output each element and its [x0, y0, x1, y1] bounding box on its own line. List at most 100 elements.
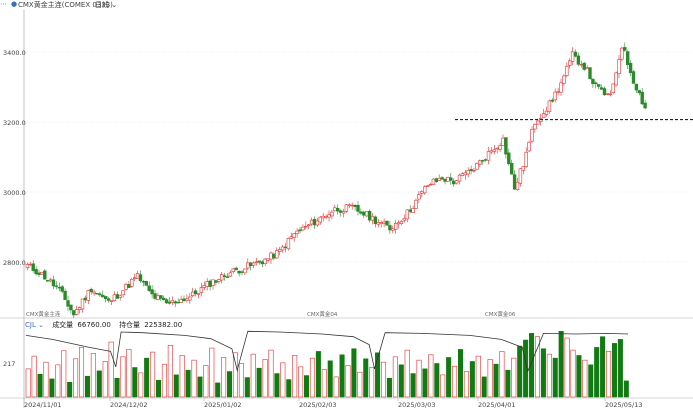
volume-bar	[422, 368, 428, 398]
candle-body	[582, 62, 586, 70]
candle-body	[509, 162, 514, 175]
grid	[0, 10, 693, 408]
candle-body	[135, 272, 140, 279]
candle-body	[83, 297, 88, 301]
volume-bar	[292, 355, 298, 398]
candle-body	[344, 204, 349, 212]
candle-body	[411, 207, 415, 213]
candle-body	[127, 284, 131, 288]
candle-body	[133, 277, 137, 280]
candle-body	[121, 290, 125, 296]
volume-bar	[173, 374, 179, 398]
candle-body	[40, 271, 44, 275]
candle-body	[567, 60, 572, 66]
candle-body	[460, 173, 465, 176]
candle-body	[408, 209, 412, 212]
volume-bar	[386, 377, 392, 398]
date-label: 2025/01/02	[204, 401, 241, 408]
candle-body	[57, 286, 62, 289]
candle-body	[457, 174, 462, 182]
volume-bar	[203, 365, 209, 398]
candle-body	[359, 211, 363, 214]
price-tick-label: 3400.0	[3, 49, 26, 57]
volume-bar	[155, 379, 162, 398]
candle-body	[440, 177, 444, 180]
candle-body	[402, 217, 407, 221]
candle-body	[353, 204, 357, 207]
candle-body	[66, 300, 70, 307]
candle-body	[356, 204, 360, 212]
candle-body	[246, 262, 250, 269]
candle-body	[48, 279, 53, 282]
candle-body	[338, 210, 343, 213]
candle-body	[318, 216, 322, 223]
candle-body	[512, 174, 517, 190]
candle-body	[625, 51, 630, 65]
candle-body	[208, 280, 212, 287]
volume-bar	[576, 355, 582, 398]
candle-body	[501, 137, 505, 146]
indicator-selector[interactable]: CJL ⌄	[25, 321, 44, 329]
volume-bar	[416, 359, 422, 398]
candle-body	[254, 261, 259, 263]
candle-body	[112, 294, 117, 302]
candle-body	[518, 168, 523, 184]
candle-body	[25, 264, 30, 269]
candle-body	[211, 279, 215, 286]
volume-bar	[132, 367, 138, 398]
candle-body	[240, 271, 244, 273]
volume-bar	[126, 349, 132, 398]
candle-body	[463, 172, 467, 176]
volume-bar	[327, 360, 333, 398]
volume-bar	[25, 368, 31, 398]
open-interest-label: 持仓量	[119, 321, 141, 329]
candle-body	[443, 179, 447, 182]
candle-body	[237, 270, 241, 274]
candle-body	[75, 309, 79, 315]
volume-bar	[392, 356, 398, 398]
candle-body	[536, 120, 540, 125]
candle-body	[260, 261, 264, 265]
volume-bar	[428, 354, 434, 398]
candle-body	[51, 279, 56, 287]
volume-bar	[256, 367, 262, 398]
candle-body	[472, 169, 476, 172]
volume-bar	[232, 352, 238, 398]
candle-body	[179, 299, 183, 303]
contract-labels: CMX黄金主连 CMX黄金04 CMX黄金06	[26, 310, 516, 318]
volume-bar	[606, 351, 612, 398]
candle-body	[34, 269, 38, 275]
candle-body	[130, 279, 134, 287]
candle-body	[576, 55, 581, 65]
ellipsis-icon[interactable]: ⋯	[0, 0, 7, 8]
volume-bar	[529, 333, 535, 398]
volume-bar	[475, 355, 481, 398]
candle-body	[150, 289, 154, 295]
volume-bar	[452, 365, 458, 398]
volume-bar	[611, 343, 617, 398]
candle-body	[60, 286, 64, 292]
candle-body	[138, 274, 143, 282]
candle-body	[417, 194, 421, 200]
candle-body	[573, 51, 578, 57]
candle-body	[63, 290, 67, 300]
volume-bar	[280, 362, 286, 398]
period-selector[interactable]: 日线 ⌄	[95, 0, 117, 10]
candle-body	[631, 71, 636, 84]
candle-body	[173, 301, 177, 304]
candle-body	[350, 204, 354, 207]
instrument-title[interactable]: CMX黄金主连(COMEX 0333)	[18, 1, 113, 9]
volume-bar	[380, 361, 387, 398]
volume-bar	[244, 377, 250, 398]
candle-body	[420, 191, 424, 194]
candle-body	[306, 224, 311, 226]
candle-body	[605, 93, 610, 95]
date-label: 2025/04/01	[478, 401, 515, 408]
volume-bar	[31, 355, 37, 398]
candle-body	[449, 177, 453, 181]
period-label: 日线	[95, 1, 109, 9]
candle-body	[608, 93, 613, 96]
candle-body	[478, 160, 482, 165]
volume-bar	[369, 367, 375, 398]
